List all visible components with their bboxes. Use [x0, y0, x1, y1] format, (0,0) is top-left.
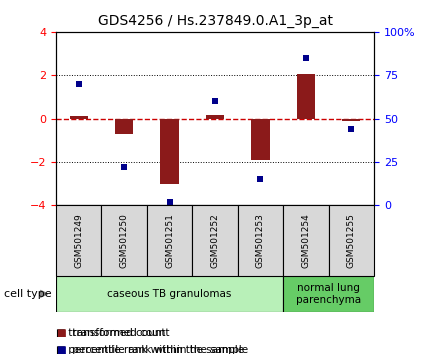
Bar — [192, 205, 238, 276]
Bar — [101, 205, 147, 276]
Bar — [115, 119, 133, 134]
Bar — [283, 276, 374, 312]
Text: GSM501255: GSM501255 — [347, 213, 356, 268]
Bar — [252, 119, 270, 160]
Bar — [238, 205, 283, 276]
Text: ■: ■ — [56, 346, 66, 354]
Text: GSM501254: GSM501254 — [301, 213, 310, 268]
Text: transformed count: transformed count — [65, 328, 166, 338]
Text: GDS4256 / Hs.237849.0.A1_3p_at: GDS4256 / Hs.237849.0.A1_3p_at — [98, 14, 332, 28]
Text: ■: ■ — [56, 328, 66, 338]
Bar — [206, 115, 224, 119]
Text: ■  transformed count: ■ transformed count — [56, 328, 169, 338]
Text: GSM501249: GSM501249 — [74, 213, 83, 268]
Text: GSM501252: GSM501252 — [211, 213, 219, 268]
Bar — [342, 119, 360, 121]
Bar — [329, 205, 374, 276]
Bar — [56, 276, 283, 312]
Text: GSM501250: GSM501250 — [120, 213, 129, 268]
Text: normal lung
parenchyma: normal lung parenchyma — [296, 283, 361, 305]
Bar — [56, 205, 101, 276]
Text: ■  percentile rank within the sample: ■ percentile rank within the sample — [56, 346, 248, 354]
Text: percentile rank within the sample: percentile rank within the sample — [65, 346, 245, 354]
Bar — [147, 205, 192, 276]
Bar — [70, 116, 88, 119]
Bar — [160, 119, 178, 184]
Text: GSM501253: GSM501253 — [256, 213, 265, 268]
Text: cell type: cell type — [4, 289, 52, 299]
Bar — [297, 74, 315, 119]
Bar — [283, 205, 329, 276]
Text: caseous TB granulomas: caseous TB granulomas — [108, 289, 232, 299]
Text: GSM501251: GSM501251 — [165, 213, 174, 268]
